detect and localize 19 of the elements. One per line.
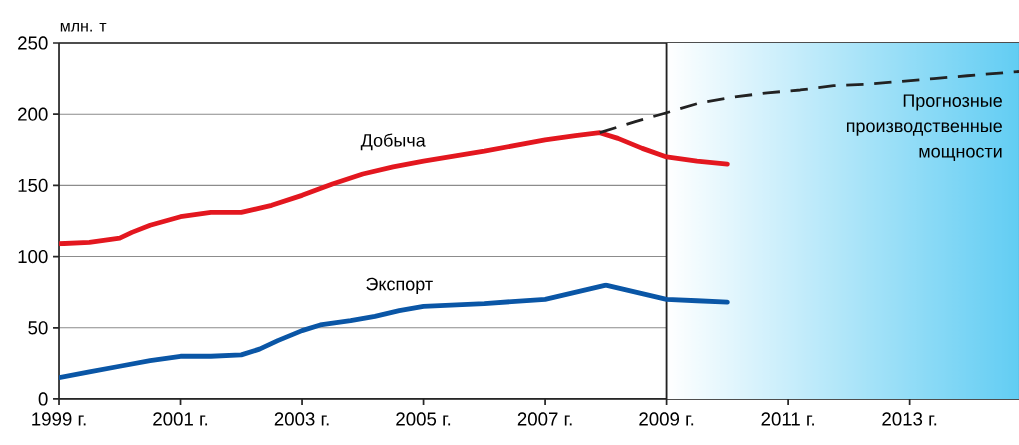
- y-tick-label: 0: [38, 392, 48, 406]
- x-tick-label: 2013 г.: [882, 412, 937, 426]
- y-tick-label: 150: [18, 178, 48, 192]
- y-tick-label: 250: [18, 36, 48, 50]
- x-tick-label: 1999 г.: [32, 412, 86, 426]
- x-tick-label: 2005 г.: [396, 412, 451, 426]
- series-label: Добыча: [360, 133, 426, 151]
- y-tick-label: 100: [18, 249, 48, 264]
- x-tick-label: 2011 г.: [761, 412, 814, 426]
- x-tick-label: 2001 г.: [153, 412, 208, 426]
- x-tick-label: 2009 г.: [639, 412, 694, 426]
- series-label: Экспорт: [366, 277, 433, 294]
- x-tick-label: 2003 г.: [274, 412, 329, 426]
- y-tick-label: 200: [18, 107, 48, 121]
- series-label: Прогнозные производственные мощности: [846, 94, 1002, 162]
- y-tick-label: 50: [28, 321, 48, 335]
- line-series: [59, 130, 730, 247]
- x-tick-label: 2007 г.: [517, 412, 572, 426]
- y-axis-title: млн. т: [60, 23, 107, 32]
